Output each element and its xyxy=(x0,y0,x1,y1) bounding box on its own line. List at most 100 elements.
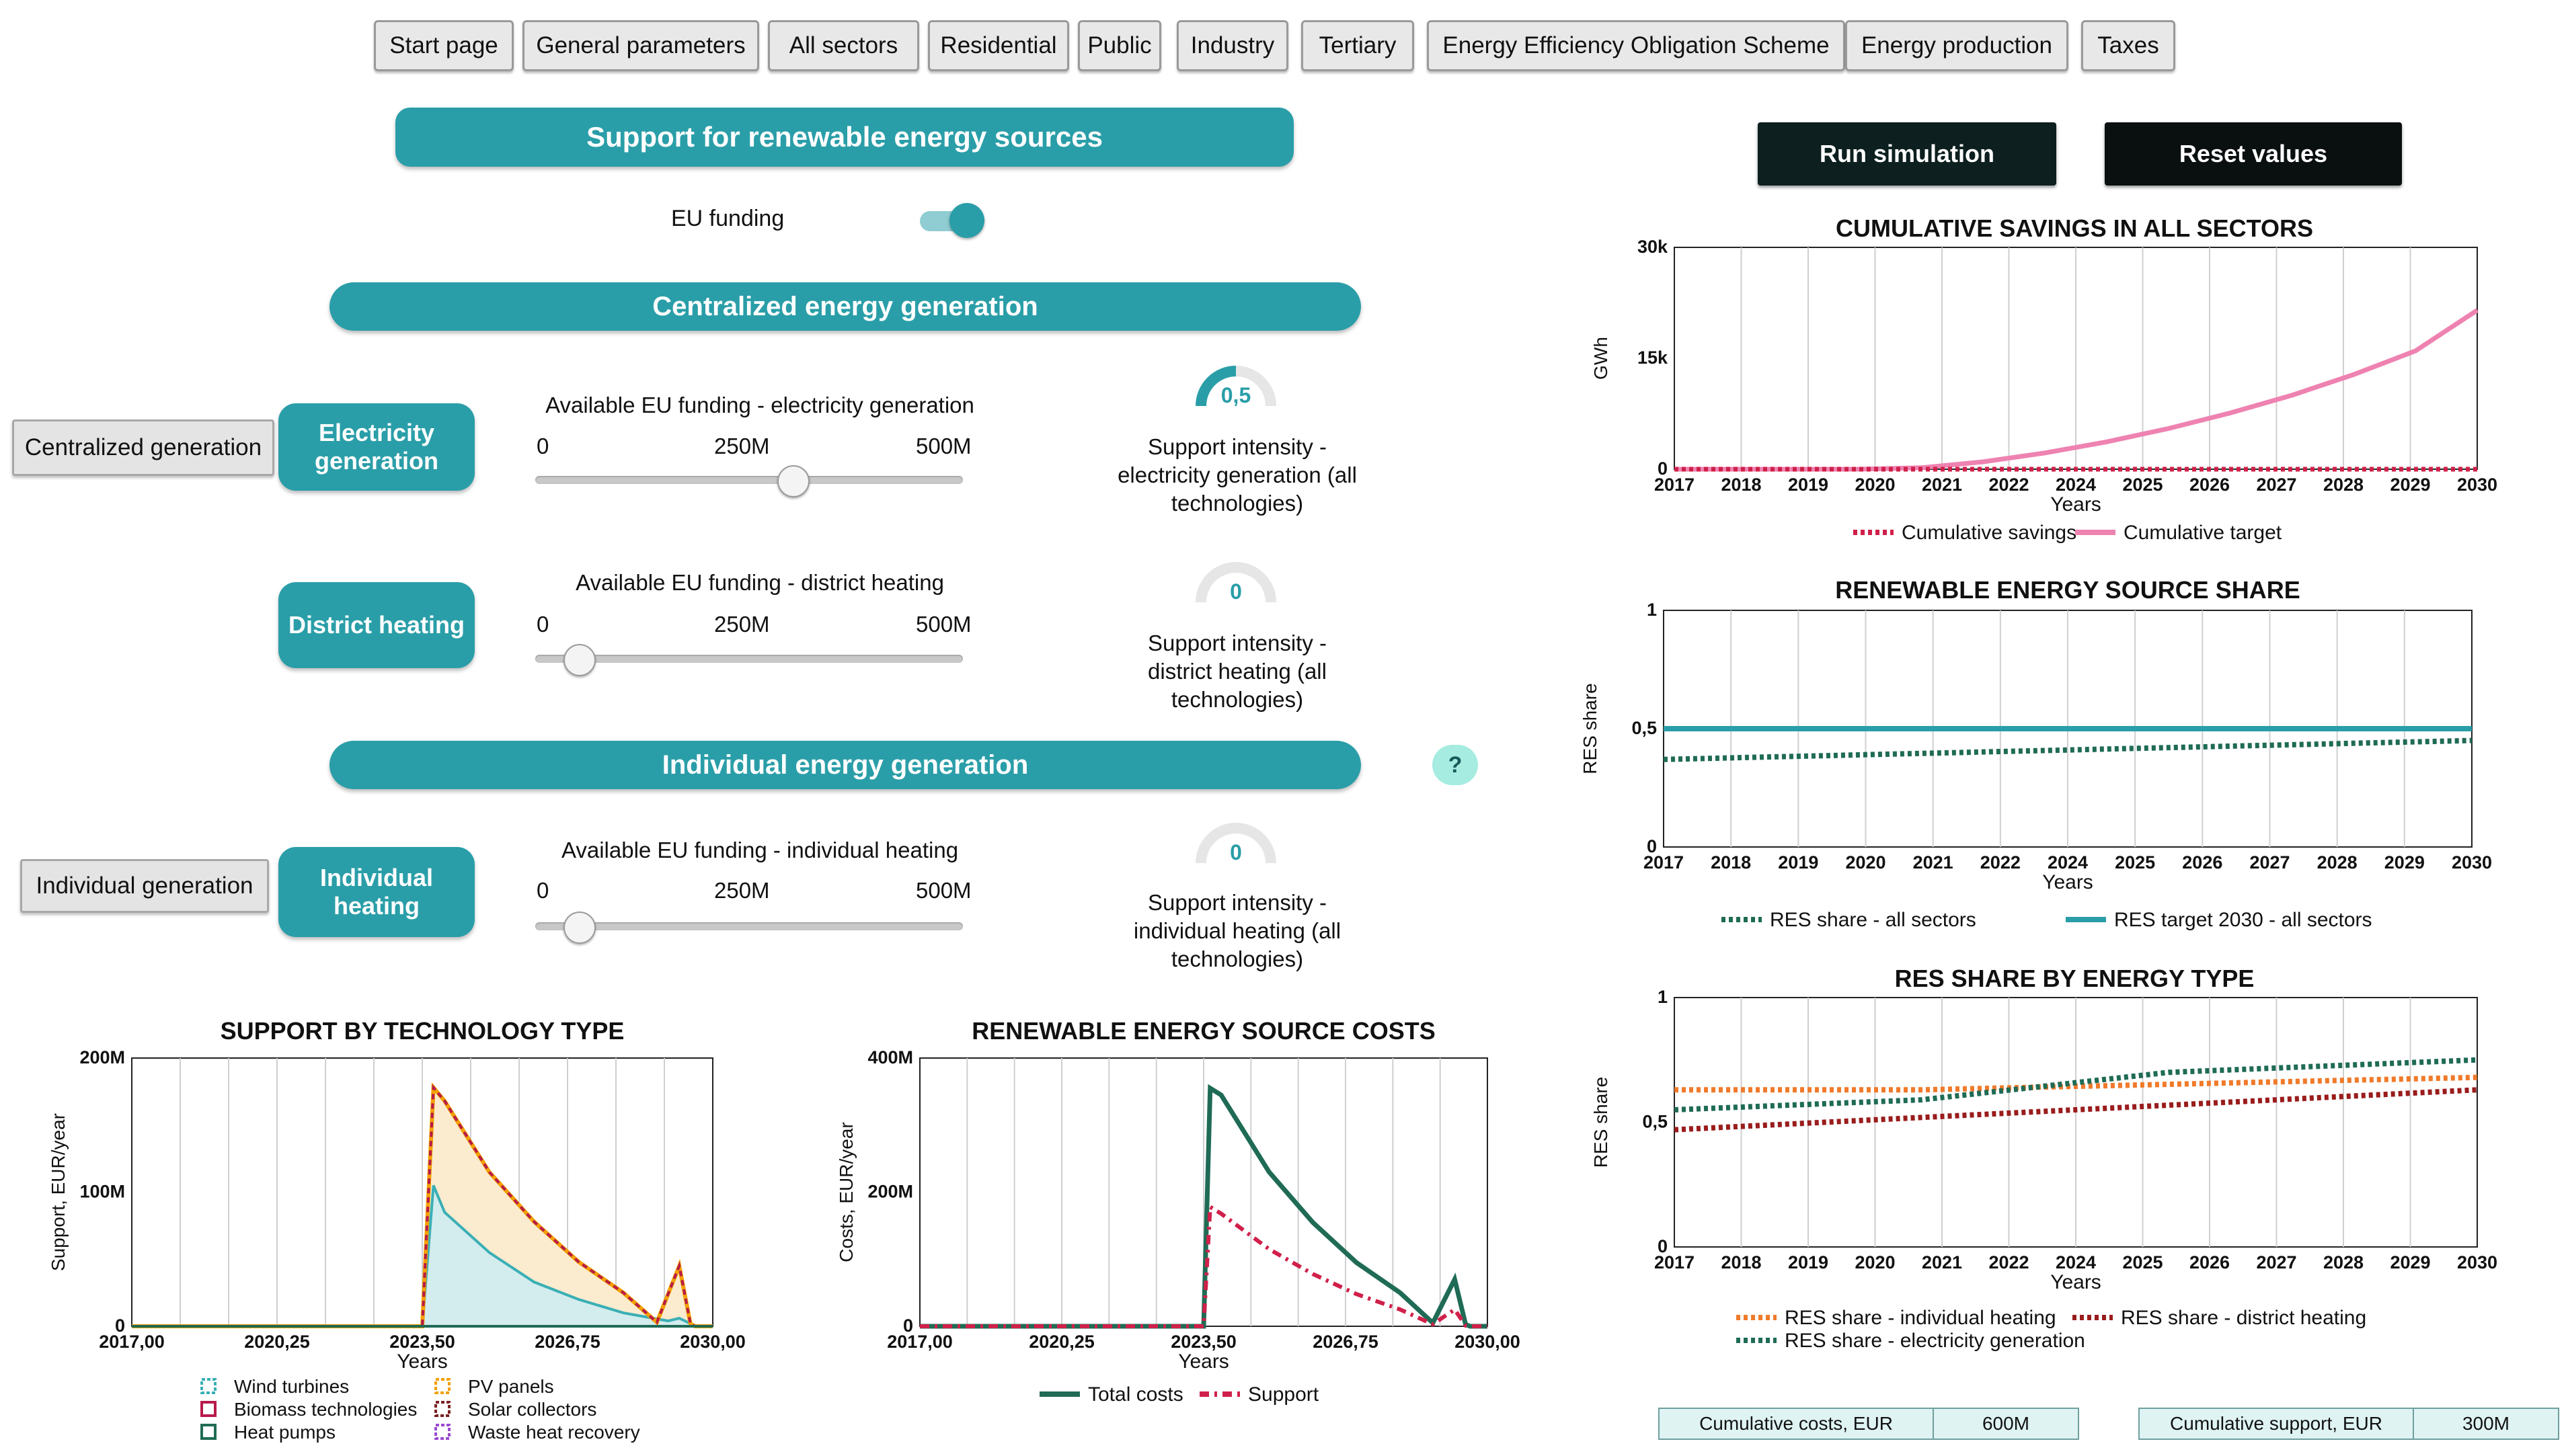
electricity-slider-thumb[interactable] xyxy=(777,465,810,497)
legend-support-0: Wind turbines xyxy=(234,1376,349,1397)
run-simulation-button[interactable]: Run simulation xyxy=(1758,122,2056,186)
district-tick-250m: 250M xyxy=(714,612,770,637)
individual-slider-thumb[interactable] xyxy=(563,912,596,944)
res_by_type-x-tick: 2021 xyxy=(1922,1252,1962,1272)
tab-industry[interactable]: Industry xyxy=(1177,20,1288,71)
electricity-slider-title: Available EU funding - electricity gener… xyxy=(545,393,974,417)
support_tech-title: SUPPORT BY TECHNOLOGY TYPE xyxy=(221,1017,625,1045)
res_share-x-tick: 2025 xyxy=(2115,852,2155,873)
res_costs-x-tick: 2017,00 xyxy=(887,1332,953,1352)
support_tech-y-tick: 0 xyxy=(115,1316,125,1336)
support_tech-y-label: Support, EUR/year xyxy=(48,1113,69,1271)
res_share-x-tick: 2026 xyxy=(2182,852,2222,873)
cumulative-title: CUMULATIVE SAVINGS IN ALL SECTORS xyxy=(1836,214,2313,242)
support_tech-x-tick: 2017,00 xyxy=(99,1332,165,1352)
res_by_type-x-tick: 2020 xyxy=(1855,1252,1895,1272)
cumulative-x-label: Years xyxy=(2050,493,2101,516)
legend-electricity-generation: RES share - electricity generation xyxy=(1785,1330,2085,1352)
individual-generation-button[interactable]: Individual generation xyxy=(20,859,269,913)
electricity-gauge: 0,5 xyxy=(1189,352,1283,419)
support_tech-y-tick: 100M xyxy=(79,1182,125,1202)
reset-values-button[interactable]: Reset values xyxy=(2105,122,2402,186)
res_by_type-x-tick: 2017 xyxy=(1654,1252,1695,1272)
tab-tertiary[interactable]: Tertiary xyxy=(1301,20,1414,71)
res_by_type-x-tick: 2024 xyxy=(2056,1252,2096,1272)
res_by_type-x-tick: 2019 xyxy=(1788,1252,1828,1272)
res_costs-x-tick: 2030,00 xyxy=(1454,1332,1520,1352)
tab-residential[interactable]: Residential xyxy=(928,20,1069,71)
help-button[interactable]: ? xyxy=(1432,745,1478,785)
res_share-x-tick: 2030 xyxy=(2452,852,2492,873)
support_tech-x-tick: 2023,50 xyxy=(389,1332,455,1352)
electricity-tick-500m: 500M xyxy=(916,434,972,458)
district-gauge-label: Support intensity - district heating (al… xyxy=(1148,631,1327,712)
cumulative-y-tick: 30k xyxy=(1637,237,1668,257)
tab-eeos[interactable]: Energy Efficiency Obligation Scheme xyxy=(1427,20,1845,71)
district-gauge: 0 xyxy=(1189,549,1283,616)
res_share-title: RENEWABLE ENERGY SOURCE SHARE xyxy=(1835,576,2300,604)
res_share-x-tick: 2028 xyxy=(2317,852,2358,873)
district-slider-track[interactable] xyxy=(535,655,963,663)
district-slider-thumb[interactable] xyxy=(563,644,596,676)
individual-banner: Individual energy generation xyxy=(329,741,1361,789)
res_costs-y-tick: 0 xyxy=(903,1316,913,1336)
tab-all-sectors[interactable]: All sectors xyxy=(768,20,919,71)
legend-district-heating: RES share - district heating xyxy=(2121,1307,2366,1329)
cumulative-x-tick: 2021 xyxy=(1922,475,1962,495)
tab-general-parameters[interactable]: General parameters xyxy=(522,20,759,71)
tab-start-page[interactable]: Start page xyxy=(374,20,514,71)
cumulative-y-label: GWh xyxy=(1590,337,1611,380)
legend-support-swatch xyxy=(200,1424,217,1440)
res_costs-y-tick: 200M xyxy=(867,1182,913,1202)
series-biomass-area xyxy=(132,1087,713,1326)
cumulative-x-tick: 2022 xyxy=(1988,475,2029,495)
res_share-x-tick: 2021 xyxy=(1913,852,1953,873)
electricity-slider-track[interactable] xyxy=(535,476,963,484)
kpi-costs-value: 600M xyxy=(1982,1413,2030,1434)
res_by_type-x-tick: 2028 xyxy=(2323,1252,2364,1272)
legend-support-swatch xyxy=(434,1401,451,1417)
individual-tick-250m: 250M xyxy=(714,878,770,903)
res_by_type-x-tick: 2030 xyxy=(2457,1252,2497,1272)
res_share-y-tick: 0,5 xyxy=(1631,718,1657,738)
electricity-gauge-label: Support intensity - electricity generati… xyxy=(1118,434,1357,516)
cumulative-y-tick: 15k xyxy=(1637,348,1668,368)
legend-support-3: Solar collectors xyxy=(468,1399,596,1420)
district-heating-button[interactable]: District heating xyxy=(278,582,475,668)
tab-public[interactable]: Public xyxy=(1078,20,1161,71)
res_by_type-y-tick: 1 xyxy=(1658,987,1668,1007)
res_by_type-y-tick: 0,5 xyxy=(1642,1112,1668,1132)
electricity-gauge-fill xyxy=(1196,366,1237,407)
individual-heating-button[interactable]: Individual heating xyxy=(278,847,475,937)
individual-tick-0: 0 xyxy=(537,878,549,903)
electricity-gauge-value: 0,5 xyxy=(1220,383,1251,407)
support_tech-x-tick: 2020,25 xyxy=(244,1332,310,1352)
individual-slider-track[interactable] xyxy=(535,922,963,930)
tab-taxes[interactable]: Taxes xyxy=(2081,20,2175,71)
res_costs-y-tick: 400M xyxy=(867,1047,913,1067)
legend-support-swatch xyxy=(434,1424,451,1440)
kpi-cumulative-costs: Cumulative costs, EUR 600M xyxy=(1658,1408,2079,1440)
eu-funding-label: EU funding xyxy=(671,206,785,231)
legend-support-2: Biomass technologies xyxy=(234,1399,417,1420)
legend-support-4: Heat pumps xyxy=(234,1422,336,1443)
res_share-x-tick: 2027 xyxy=(2249,852,2290,873)
res_share-y-tick: 1 xyxy=(1647,600,1657,620)
centralized-generation-button[interactable]: Centralized generation xyxy=(12,419,274,476)
legend-support-1: PV panels xyxy=(468,1376,554,1397)
eu-funding-toggle[interactable] xyxy=(920,203,984,238)
support_tech-x-label: Years xyxy=(397,1350,448,1373)
cumulative-x-tick: 2025 xyxy=(2122,475,2163,495)
series-support xyxy=(920,1203,1487,1328)
tab-energy-production[interactable]: Energy production xyxy=(1845,20,2068,71)
res_costs-y-label: Costs, EUR/year xyxy=(836,1122,857,1262)
individual-gauge-value: 0 xyxy=(1230,840,1242,864)
cumulative-x-tick: 2028 xyxy=(2323,475,2364,495)
individual-gauge-label: Support intensity - individual heating (… xyxy=(1133,890,1341,971)
electricity-generation-button[interactable]: Electricity generation xyxy=(278,403,475,491)
cumulative-x-tick: 2026 xyxy=(2189,475,2230,495)
cumulative-x-tick: 2024 xyxy=(2056,475,2096,495)
res_by_type-title: RES SHARE BY ENERGY TYPE xyxy=(1895,965,2255,992)
support_tech-y-tick: 200M xyxy=(79,1047,125,1067)
individual-slider-title: Available EU funding - individual heatin… xyxy=(561,838,959,862)
